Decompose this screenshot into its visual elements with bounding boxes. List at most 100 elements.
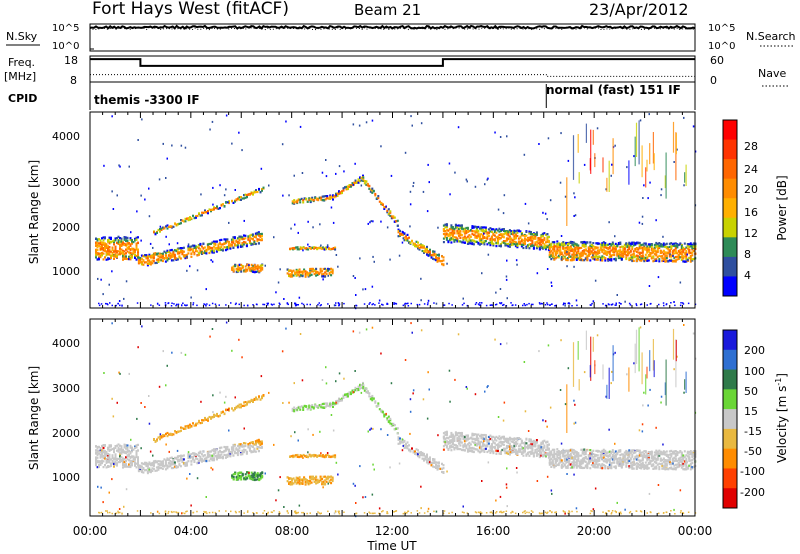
power-echo-cell xyxy=(528,236,531,239)
power-echo-cell xyxy=(242,243,245,246)
power-echo-cell xyxy=(453,229,456,232)
power-echo-cell xyxy=(226,248,229,251)
power-echo-cell xyxy=(285,120,287,123)
power-echo-cell xyxy=(523,153,526,156)
power-echo-cell xyxy=(408,236,410,239)
power-echo-cell xyxy=(151,259,154,262)
velocity-echo-cell xyxy=(406,445,409,448)
power-echo-cell xyxy=(583,252,586,255)
power-echo-cell xyxy=(330,195,333,198)
power-echo-cell xyxy=(580,257,583,260)
power-echo-cell xyxy=(256,264,259,267)
velocity-echo-cell xyxy=(300,405,303,408)
power-echo-cell xyxy=(614,304,616,306)
velocity-echo-cell xyxy=(305,405,308,408)
power-echo-cell xyxy=(261,264,264,267)
power-echo-cell xyxy=(260,167,263,170)
power-echo-cell xyxy=(321,171,324,174)
power-echo-cell xyxy=(182,250,185,253)
power-echo-cell xyxy=(637,255,640,258)
power-echo-cell xyxy=(679,249,682,252)
power-echo-cell xyxy=(641,246,644,249)
velocity-echo-cell xyxy=(319,479,322,482)
power-echo-cell xyxy=(495,303,498,306)
velocity-echo-cell xyxy=(397,437,400,440)
velocity-echo-cell xyxy=(312,406,315,409)
power-echo-cell xyxy=(167,254,170,257)
power-echo-cell xyxy=(203,251,206,254)
velocity-echo-cell xyxy=(148,463,151,466)
power-echo-cell xyxy=(150,304,152,306)
power-echo-cell xyxy=(366,184,369,187)
power-echo-cell xyxy=(252,193,254,196)
power-echo-cell xyxy=(662,243,665,246)
power-echo-cell xyxy=(254,234,257,237)
velocity-echo-cell xyxy=(298,478,301,481)
power-echo-cell xyxy=(300,270,303,273)
power-echo-cell xyxy=(421,244,424,247)
power-echo-cell xyxy=(294,200,297,203)
velocity-echo-cell xyxy=(98,465,100,469)
power-echo-cell xyxy=(623,247,626,250)
power-echo-cell xyxy=(471,225,474,228)
power-echo-cell xyxy=(226,238,229,241)
power-echo-cell xyxy=(211,120,214,123)
power-echo-cell xyxy=(541,241,544,244)
power-echo-cell xyxy=(459,240,462,243)
power-echo-cell xyxy=(653,253,656,256)
power-echo-cell xyxy=(484,240,487,243)
velocity-echo-cell xyxy=(411,447,413,450)
power-echo-cell xyxy=(328,271,331,275)
power-echo-cell xyxy=(505,231,508,234)
power-echo-cell xyxy=(181,304,183,307)
power-echo-cell xyxy=(459,236,462,239)
power-echo-cell xyxy=(319,267,322,270)
power-echo-cell xyxy=(195,216,197,219)
power-echo-cell xyxy=(602,241,605,244)
power-echo-cell xyxy=(212,242,215,245)
power-echo-cell xyxy=(281,143,284,146)
power-echo-cell xyxy=(479,304,482,306)
power-echo-cell xyxy=(592,251,595,254)
velocity-echo-cell xyxy=(104,452,106,455)
velocity-echo-cell xyxy=(163,458,166,461)
power-echo-cell xyxy=(573,192,575,195)
velocity-echo-cell xyxy=(253,447,256,450)
power-echo-cell xyxy=(598,251,601,255)
power-colorbar: 28 24 20 16 12 8 4 Power [dB] xyxy=(722,119,789,297)
power-echo-cell xyxy=(593,255,596,258)
velocity-echo-cell xyxy=(175,466,178,469)
power-echo-cell xyxy=(104,244,106,247)
power-echo-cell xyxy=(123,257,126,260)
velocity-echo-cell xyxy=(252,478,255,481)
power-echo-cell xyxy=(137,248,139,251)
power-echo-cell xyxy=(685,164,687,186)
power-echo-cell xyxy=(241,266,244,269)
power-echo-cell xyxy=(506,135,508,138)
power-echo-cell xyxy=(256,231,259,234)
power-echo-cell xyxy=(236,241,239,244)
power-echo-cell xyxy=(629,258,632,261)
power-echo-cell xyxy=(161,257,164,260)
velocity-echo-cell xyxy=(251,445,254,448)
power-echo-cell xyxy=(160,256,163,259)
power-echo-cell xyxy=(327,267,330,270)
power-echo-cell xyxy=(448,234,451,237)
power-echo-cell xyxy=(475,228,478,232)
power-echo-cell xyxy=(489,230,492,233)
velocity-echo-cell xyxy=(240,478,243,481)
power-echo-cell xyxy=(447,240,450,243)
velocity-echo-cell xyxy=(107,454,109,457)
velocity-echo-cell xyxy=(296,453,299,457)
power-echo-cell xyxy=(504,232,507,235)
power-echo-cell xyxy=(586,257,589,261)
power-echo-cell xyxy=(675,132,677,155)
power-echo-cell xyxy=(483,243,486,246)
power-echo-cell xyxy=(668,242,671,245)
power-echo-cell xyxy=(417,241,419,244)
power-echo-cell xyxy=(644,259,647,262)
velocity-echo-cell xyxy=(116,449,118,452)
velocity-echo-cell xyxy=(104,457,106,460)
power-echo-cell xyxy=(101,254,103,257)
power-echo-cell xyxy=(551,303,553,305)
